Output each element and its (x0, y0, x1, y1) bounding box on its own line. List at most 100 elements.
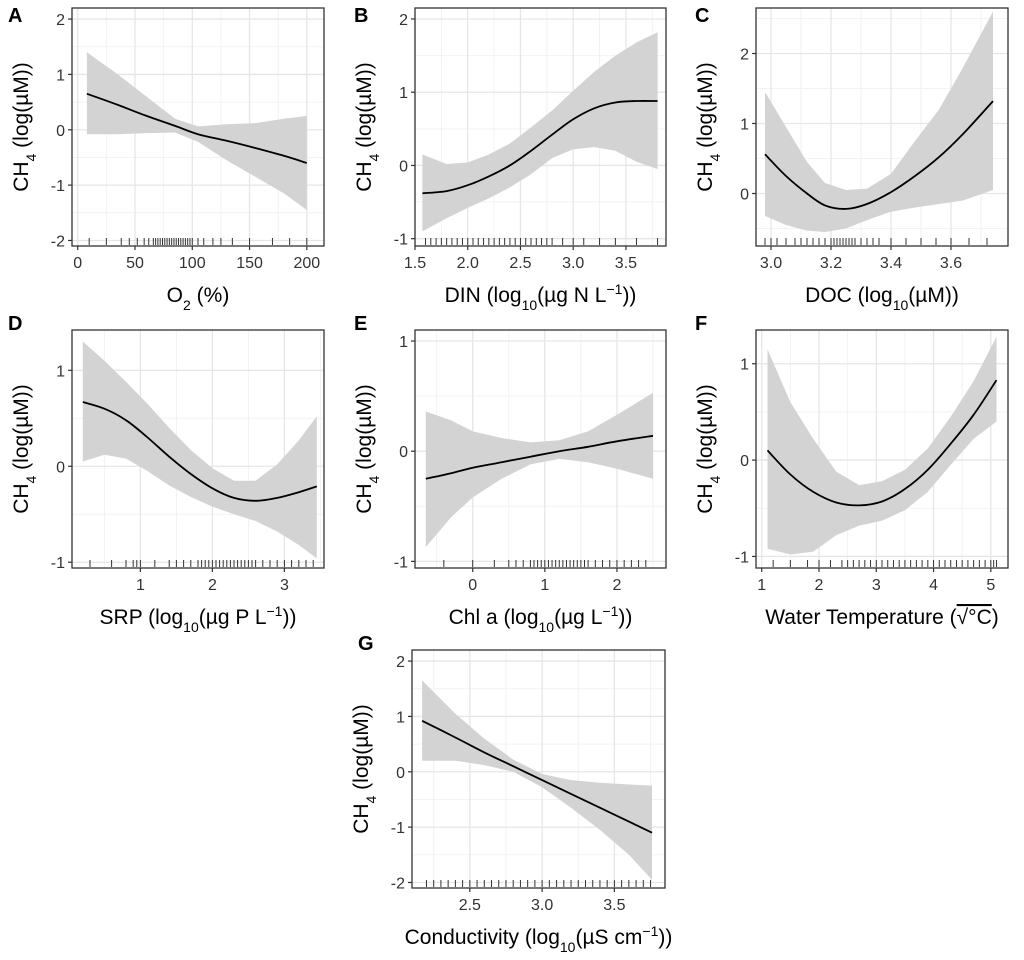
y-axis-label: CH4 (log(µM)) (694, 384, 723, 514)
y-tick-label: -1 (51, 178, 65, 195)
y-tick-label: 2 (396, 654, 405, 671)
x-tick-label: 3.0 (760, 255, 782, 272)
y-axis-label: CH4 (log(µM)) (10, 62, 39, 192)
y-tick-label: -1 (394, 554, 408, 571)
plot-frame (755, 7, 1009, 247)
confidence-band (767, 336, 997, 555)
y-tick-label: 0 (396, 765, 405, 782)
y-tick-label: -1 (394, 232, 408, 249)
x-tick-label: 3.4 (880, 255, 902, 272)
confidence-band (425, 392, 653, 548)
y-tick-label: 1 (56, 67, 65, 84)
x-tick-label: 2 (208, 577, 217, 594)
y-tick-label: -1 (391, 820, 405, 837)
panel-d: 1 2 3 -1 0 1 D SRP (log10(µg P L−1)) CH4 (log(µM… (8, 313, 325, 635)
x-axis-label: DOC (log10(µM)) (805, 284, 959, 313)
y-tick-label: 0 (740, 187, 749, 204)
x-tick-label: 150 (236, 255, 263, 272)
x-tick-label: 4 (929, 577, 938, 594)
y-axis-label: CH4 (log(µM)) (353, 62, 382, 192)
confidence-band (422, 680, 652, 880)
plot-frame (71, 7, 325, 247)
x-tick-label: 3 (872, 577, 881, 594)
plot-frame (755, 329, 1009, 569)
y-tick-label: -1 (51, 555, 65, 572)
plot-frame (414, 329, 667, 569)
x-tick-label: 3.5 (603, 897, 625, 914)
y-tick-label: 2 (56, 12, 65, 29)
x-tick-label: 3.0 (531, 897, 553, 914)
y-tick-label: 2 (740, 47, 749, 64)
plot-frame (414, 7, 667, 247)
x-tick-label: 2.5 (509, 255, 531, 272)
x-axis-label: Conductivity (log10(µS cm−1)) (405, 923, 673, 955)
y-tick-label: 1 (740, 117, 749, 134)
x-tick-label: 0 (468, 577, 477, 594)
y-tick-label: 2 (399, 12, 408, 29)
x-tick-label: 200 (293, 255, 320, 272)
x-tick-label: 3 (280, 577, 289, 594)
x-axis-label: Chl a (log10(µg L−1)) (449, 603, 633, 635)
y-tick-label: 1 (56, 363, 65, 380)
x-tick-label: 2.0 (457, 255, 479, 272)
y-tick-label: -2 (51, 233, 65, 250)
x-tick-label: 100 (179, 255, 206, 272)
x-tick-label: 2 (815, 577, 824, 594)
panel-letter: F (695, 313, 707, 335)
fit-line (86, 92, 308, 164)
y-tick-label: 1 (740, 357, 749, 374)
x-tick-label: 3.5 (615, 255, 637, 272)
confidence-band (82, 341, 317, 559)
fit-line (82, 401, 318, 502)
plot-frame (411, 649, 666, 889)
y-axis-label: CH4 (log(µM)) (353, 384, 382, 514)
x-tick-label: 50 (126, 255, 144, 272)
x-axis-label: SRP (log10(µg P L−1)) (100, 603, 297, 635)
y-tick-label: 0 (56, 123, 65, 140)
y-tick-label: 0 (399, 158, 408, 175)
x-tick-label: 1 (757, 577, 766, 594)
x-tick-label: 0 (73, 255, 82, 272)
x-tick-label: 3.2 (820, 255, 842, 272)
panel-e: 0 1 2 -1 0 1 E Chl a (log10(µg L−1)) CH4 (log(µM… (353, 313, 667, 635)
panel-letter: C (695, 5, 709, 27)
x-tick-label: 1.5 (404, 255, 426, 272)
panel-a: 0 50 100 150 200 -2 -1 0 1 2 A O2 (%) CH4 (log(µM)) (8, 5, 325, 313)
fit-line (422, 100, 658, 195)
y-axis-label: CH4 (log(µM)) (694, 62, 723, 192)
y-tick-label: 1 (399, 85, 408, 102)
panel-c: 3.0 3.2 3.4 3.6 0 1 2 C DOC (log10(µM)) CH4 (log(… (694, 5, 1009, 313)
fit-line (425, 434, 654, 480)
x-tick-label: 5 (986, 577, 995, 594)
panel-letter: E (354, 313, 367, 335)
y-tick-label: -1 (735, 549, 749, 566)
y-tick-label: 1 (396, 709, 405, 726)
y-axis-label: CH4 (log(µM)) (10, 384, 39, 514)
x-tick-label: 1 (136, 577, 145, 594)
x-tick-label: 1 (540, 577, 549, 594)
x-tick-label: 2.5 (459, 897, 481, 914)
fit-line (421, 719, 653, 834)
fit-line (766, 379, 998, 507)
panel-letter: D (8, 313, 22, 335)
x-axis-label: Water Temperature (√°C) (765, 606, 999, 629)
panel-letter: G (358, 633, 374, 655)
panel-letter: B (354, 5, 368, 27)
confidence-band (422, 32, 658, 232)
x-tick-label: 3.0 (562, 255, 584, 272)
y-tick-label: 0 (56, 459, 65, 476)
panel-g: 2.5 3.0 3.5 -2 -1 0 1 2 G Conductivity (log10(µS … (350, 633, 672, 955)
panel-letter: A (8, 5, 22, 27)
x-tick-label: 2 (613, 577, 622, 594)
confidence-band (86, 52, 307, 210)
y-tick-label: 0 (399, 444, 408, 461)
confidence-band (765, 11, 993, 232)
panel-f: 1 2 3 4 5 -1 0 1 F Water Temperature (√°C) CH4 (lo… (694, 313, 1009, 629)
x-axis-label: DIN (log10(µg N L−1)) (445, 281, 637, 313)
x-axis-label: O2 (%) (167, 284, 230, 313)
x-tick-label: 3.6 (940, 255, 962, 272)
y-axis-label: CH4 (log(µM)) (350, 704, 379, 834)
y-tick-label: -2 (391, 875, 405, 892)
panel-b: 1.5 2.0 2.5 3.0 3.5 -1 0 1 2 B DIN (log10(µg N L−1… (353, 5, 667, 313)
